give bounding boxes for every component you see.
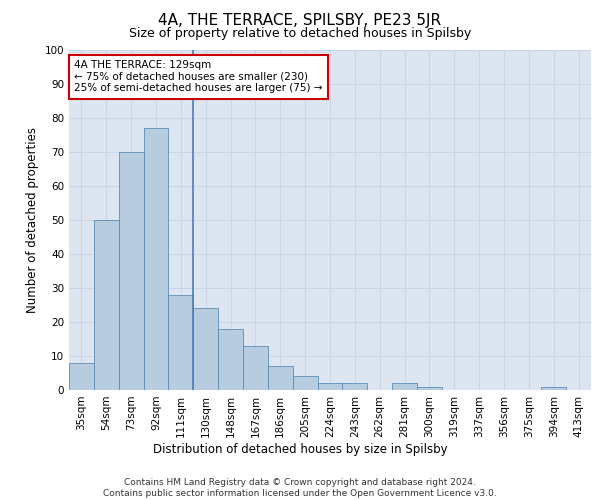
Text: Contains HM Land Registry data © Crown copyright and database right 2024.
Contai: Contains HM Land Registry data © Crown c…: [103, 478, 497, 498]
Bar: [119, 152, 143, 390]
Text: 4A THE TERRACE: 129sqm
← 75% of detached houses are smaller (230)
25% of semi-de: 4A THE TERRACE: 129sqm ← 75% of detached…: [74, 60, 323, 94]
Bar: [218, 329, 243, 390]
Bar: [193, 308, 218, 390]
Bar: [143, 128, 169, 390]
Text: Distribution of detached houses by size in Spilsby: Distribution of detached houses by size …: [152, 444, 448, 456]
Bar: [293, 376, 317, 390]
Bar: [541, 386, 566, 390]
Bar: [343, 383, 367, 390]
Bar: [243, 346, 268, 390]
Bar: [392, 383, 417, 390]
Bar: [317, 383, 343, 390]
Text: Size of property relative to detached houses in Spilsby: Size of property relative to detached ho…: [129, 28, 471, 40]
Bar: [417, 386, 442, 390]
Bar: [268, 366, 293, 390]
Y-axis label: Number of detached properties: Number of detached properties: [26, 127, 39, 313]
Bar: [69, 363, 94, 390]
Bar: [94, 220, 119, 390]
Text: 4A, THE TERRACE, SPILSBY, PE23 5JR: 4A, THE TERRACE, SPILSBY, PE23 5JR: [158, 12, 442, 28]
Bar: [169, 295, 193, 390]
